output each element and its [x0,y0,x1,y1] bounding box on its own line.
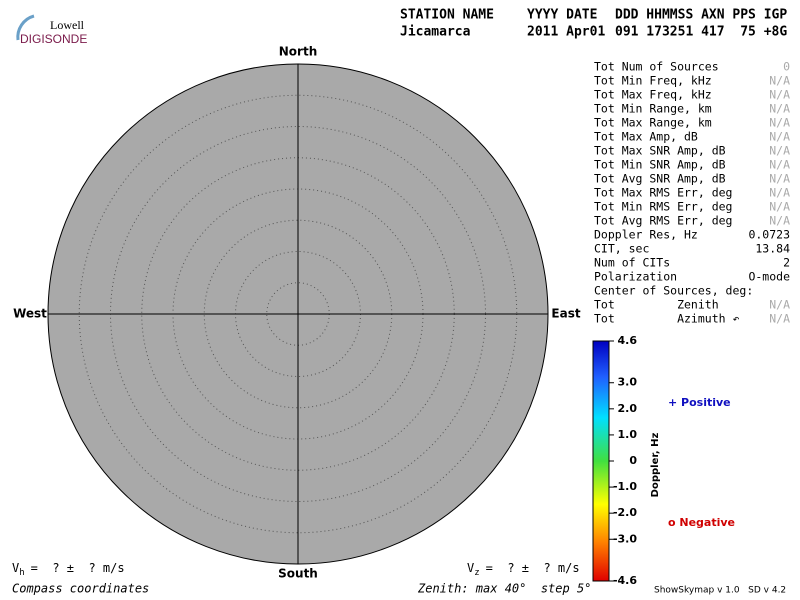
colorbar-tick-label: 3.0 [618,376,638,389]
header-value: 2011 Apr01 [527,25,605,40]
stat-value: N/A [769,312,790,326]
stat-value: N/A [769,158,790,172]
stat-value: N/A [769,144,790,158]
legend-positive: + Positive [668,396,731,409]
stat-label: Polarization [594,270,677,284]
colorbar-title: Doppler, Hz [650,433,661,498]
colorbar-tick-label: 0 [629,454,637,467]
stat-label: Doppler Res, Hz [594,228,698,242]
stat-value: 0 [783,60,790,74]
logo-brand: Lowell [50,18,85,32]
compass-label: North [279,45,317,59]
stat-value: N/A [769,214,790,228]
stat-value: N/A [769,88,790,102]
colorbar-ticks: 4.6 3.0 2.0 1.0 0 -1.0 -2.0 -3.0 -4.6 [609,334,637,587]
header-value: Jicamarca [400,25,471,40]
stat-label: CIT, sec [594,242,649,256]
stats-panel: Tot Num of Sources 0 Tot Min Freq, kHz N/A T… [594,60,790,326]
stat-value: N/A [769,102,790,116]
stat-label: Tot Min SNR Amp, dB [594,158,726,172]
stat-label: Tot Max Amp, dB [594,130,698,144]
stat-value: N/A [769,116,790,130]
colorbar-tick-label: -3.0 [613,532,637,545]
stat-value: N/A [769,298,790,312]
stat-value: N/A [769,74,790,88]
zenith-note: Zenith: max 40° step 5° [417,582,591,596]
stat-label: Tot Azimuth ↶ [594,312,739,326]
velocity-symbol: V [467,561,474,575]
stat-label: Num of CITs [594,256,670,270]
velocity-text: = ? ± ? m/s [31,561,125,575]
stat-label: Tot Zenith [594,298,719,312]
stat-value: O-mode [748,270,790,284]
stat-value: N/A [769,172,790,186]
stat-label: Tot Avg RMS Err, deg [594,214,732,228]
colorbar-tick-label: 4.6 [618,334,638,347]
stat-label: Tot Max RMS Err, deg [594,186,732,200]
skymap-plot [47,63,549,565]
compass-label: West [13,307,47,321]
velocity-z: Vz = ? ± ? m/s [467,561,580,578]
stat-label: Tot Avg SNR Amp, dB [594,172,726,186]
colorbar-tick-label: -4.6 [613,574,637,587]
stat-label: Center of Sources, deg: [594,284,753,298]
stat-value: 13.84 [755,242,790,256]
stat-value: 0.0723 [748,228,790,242]
stat-label: Tot Min RMS Err, deg [594,200,732,214]
stat-label: Tot Min Range, km [594,102,712,116]
header-label: STATION NAME [400,8,494,23]
stat-label: Tot Max Range, km [594,116,712,130]
stat-value: 2 [783,256,790,270]
colorbar-tick-label: -1.0 [613,480,637,493]
legend-negative: o Negative [668,516,735,529]
stat-value: N/A [769,200,790,214]
stat-value: N/A [769,186,790,200]
header-value: 091 173251 417 75 +8G [615,25,787,40]
header-label: YYYY DATE [527,8,597,23]
velocity-text: = ? ± ? m/s [486,561,580,575]
header-label: DDD HHMMSS AXN PPS IGP [615,8,787,23]
compass-label: South [278,567,318,581]
colorbar-tick-label: -2.0 [613,506,637,519]
stat-label: Tot Num of Sources [594,60,719,74]
colorbar-tick-label: 2.0 [618,402,638,415]
velocity-symbol: V [12,561,19,575]
velocity-subscript: h [19,568,24,578]
stat-label: Tot Max SNR Amp, dB [594,144,726,158]
compass-label: East [551,307,580,321]
velocity-h: Vh = ? ± ? m/s [12,561,125,578]
version: ShowSkymap v 1.0 SD v 4.2 [654,586,786,596]
stat-label: Tot Min Freq, kHz [594,74,712,88]
coords-note: Compass coordinates [12,582,149,596]
stat-value: N/A [769,130,790,144]
logo-arc [16,14,35,41]
logo-product: DIGISONDE [20,32,87,46]
colorbar [592,340,610,582]
velocity-subscript: z [474,568,479,578]
stat-label: Tot Max Freq, kHz [594,88,712,102]
colorbar-tick-label: 1.0 [618,428,638,441]
